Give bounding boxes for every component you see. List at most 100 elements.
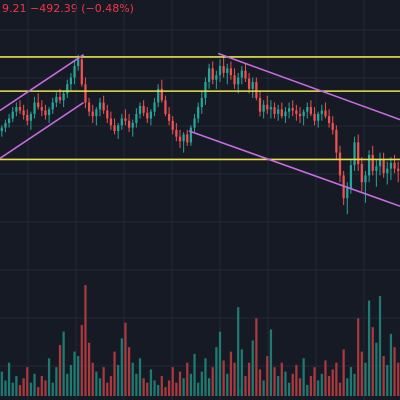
candle-body: [84, 84, 87, 103]
volume-bar: [33, 373, 36, 396]
volume-bar: [58, 344, 62, 396]
volume-bar: [382, 356, 385, 396]
volume-bar: [389, 333, 393, 396]
candle-body: [357, 142, 360, 165]
volume-bar: [273, 367, 276, 396]
candle-body: [389, 162, 393, 169]
volume-bar: [197, 382, 200, 396]
volume-bar: [7, 362, 11, 396]
candle-body: [200, 97, 203, 108]
candle-body: [255, 82, 258, 98]
candle-body: [113, 125, 116, 131]
candle-body: [51, 102, 54, 110]
candle-body: [55, 96, 58, 103]
candle-body: [142, 105, 145, 113]
volume-bar: [327, 376, 331, 396]
candle-body: [117, 125, 120, 131]
candle-body: [102, 102, 105, 111]
candle-body: [353, 142, 356, 166]
volume-bar: [109, 376, 113, 396]
candle-body: [397, 168, 400, 171]
candle-body: [211, 68, 214, 80]
candle-body: [157, 88, 160, 103]
volume-bar: [357, 318, 360, 396]
candle-body: [40, 107, 43, 111]
candle-body: [324, 110, 327, 117]
volume-bar: [4, 380, 7, 396]
volume-bar: [149, 369, 153, 396]
candle-body: [182, 134, 185, 142]
volume-bar: [102, 367, 105, 396]
candle-body: [360, 164, 363, 183]
volume-bar: [117, 364, 120, 396]
candle-body: [58, 96, 62, 101]
volume-bar: [29, 382, 33, 396]
candle-body: [109, 118, 113, 126]
volume-bar: [335, 362, 338, 396]
volume-bar: [375, 342, 378, 396]
candle-body: [7, 118, 11, 124]
candle-body: [37, 102, 40, 108]
candle-body: [135, 113, 138, 124]
volume-bar: [11, 382, 14, 396]
volume-bar: [22, 378, 25, 396]
volume-bar: [146, 382, 149, 396]
candle-body: [131, 123, 134, 128]
candle-body: [258, 97, 262, 112]
volume-bar: [266, 356, 269, 396]
candle-body: [375, 166, 378, 171]
candle-body: [124, 118, 127, 121]
candle-body: [22, 110, 25, 116]
candle-body: [15, 107, 18, 112]
candle-body: [197, 107, 200, 119]
volume-bar: [127, 347, 131, 396]
candle-body: [302, 111, 305, 117]
candle-body: [327, 116, 331, 124]
volume-bar: [349, 367, 353, 396]
candle-body: [284, 111, 287, 117]
volume-bar: [120, 338, 123, 396]
candle-body: [309, 107, 313, 114]
candle-body: [320, 110, 323, 114]
price-change-readout: 9.21 −492.39 (−0.48%): [2, 2, 134, 15]
volume-bar: [367, 300, 371, 396]
candle-body: [378, 159, 382, 167]
candle-body: [247, 78, 251, 89]
volume-bar: [171, 367, 174, 396]
volume-bar: [229, 351, 233, 396]
volume-bar: [113, 351, 116, 396]
volume-bar: [211, 367, 214, 396]
volume-bar: [193, 353, 196, 396]
volume-bar: [306, 384, 309, 396]
candle-body: [335, 129, 338, 153]
candle-body: [167, 113, 171, 121]
volume-bar: [135, 373, 138, 396]
volume-bar: [175, 382, 178, 396]
volume-bar: [204, 358, 207, 396]
volume-bar: [258, 369, 262, 396]
candle-body: [69, 77, 73, 85]
candle-body: [266, 104, 269, 110]
volume-bar: [393, 347, 396, 396]
volume-bar: [342, 349, 345, 396]
volume-bar: [378, 296, 382, 396]
volume-bar: [207, 378, 211, 396]
volume-bar: [309, 376, 313, 396]
candle-body: [287, 108, 291, 112]
candle-body: [364, 175, 367, 183]
volume-bar: [87, 342, 91, 396]
candle-body: [164, 100, 167, 114]
candle-body: [127, 120, 131, 128]
volume-bar: [233, 362, 236, 396]
volume-bar: [313, 367, 316, 396]
candle-body: [237, 77, 240, 85]
volume-bar: [302, 358, 305, 396]
volume-bar: [287, 382, 291, 396]
candle-body: [87, 102, 91, 112]
volume-bar: [69, 364, 73, 396]
candle-body: [226, 68, 229, 73]
channel-trend-line: [0, 101, 85, 160]
candle-body: [338, 152, 342, 176]
volume-bar: [397, 362, 400, 396]
